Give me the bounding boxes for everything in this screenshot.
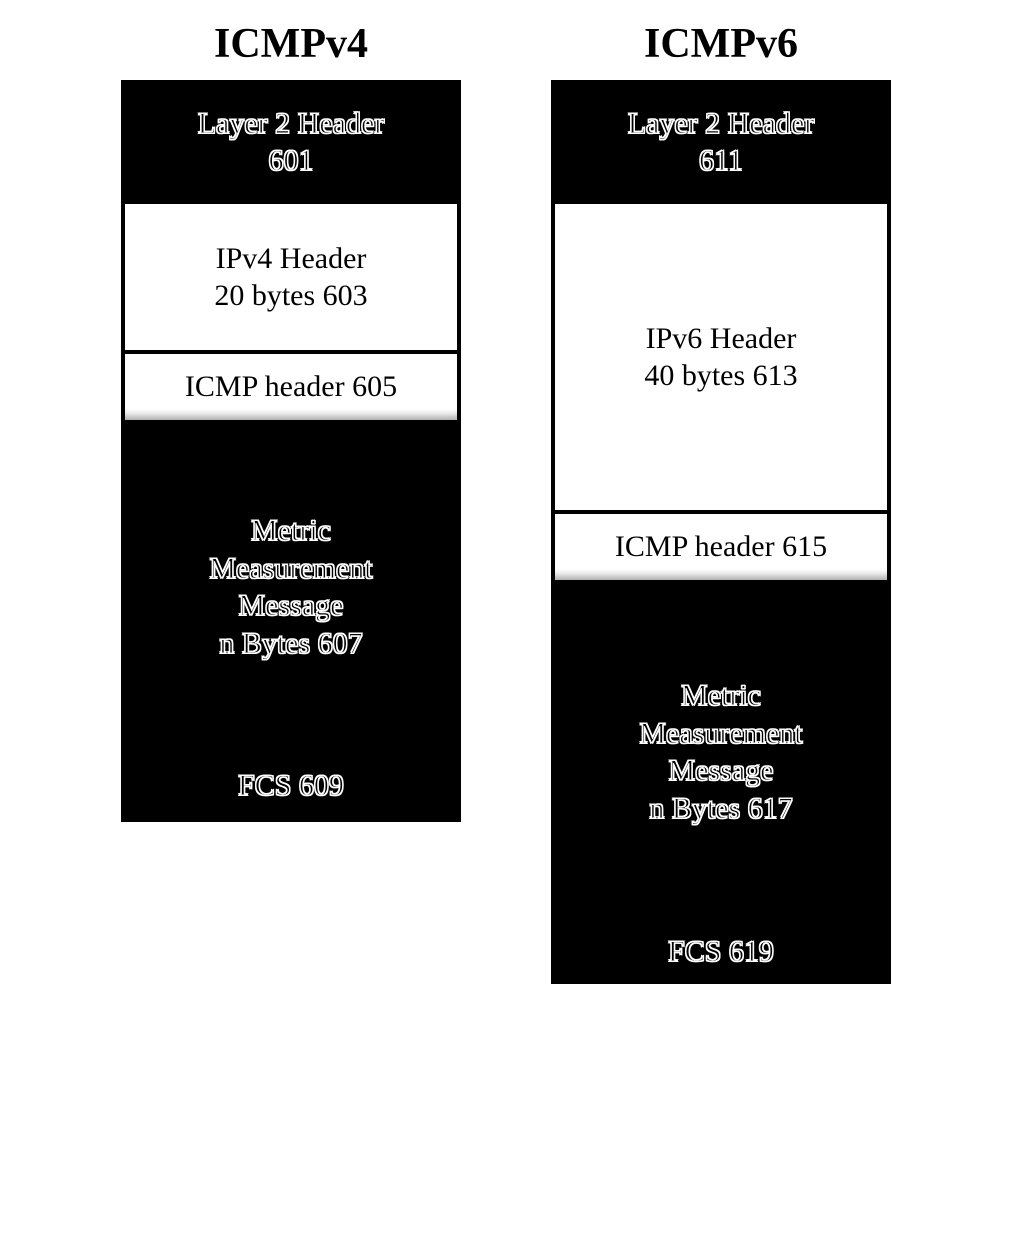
metric-msg-v4-line4: n Bytes 607: [219, 625, 362, 663]
metric-msg-v4-line1: Metric: [251, 512, 331, 550]
icmp-header-v4-line1: ICMP header 605: [185, 368, 397, 406]
metric-msg-v6-line3: Message: [669, 752, 774, 790]
ipv4-header-line1: IPv4 Header: [216, 240, 367, 278]
ipv6-header-box: IPv6 Header 40 bytes 613: [555, 204, 887, 514]
ipv6-header-line1: IPv6 Header: [646, 320, 797, 358]
fcs-v4-box: FCS 609: [125, 754, 457, 818]
icmpv6-title: ICMPv6: [644, 20, 798, 68]
metric-msg-v4-line2: Measurement: [209, 550, 372, 588]
ipv4-header-line2: 20 bytes 603: [214, 277, 367, 315]
icmp-header-v6-line1: ICMP header 615: [615, 528, 827, 566]
l2-header-v6-line2: 611: [699, 142, 743, 180]
diagram-container: ICMPv4 Layer 2 Header 601 IPv4 Header 20…: [0, 0, 1012, 984]
l2-header-v4-box: Layer 2 Header 601: [125, 84, 457, 204]
icmpv4-stack: Layer 2 Header 601 IPv4 Header 20 bytes …: [121, 80, 461, 822]
icmpv6-stack: Layer 2 Header 611 IPv6 Header 40 bytes …: [551, 80, 891, 984]
metric-msg-v6-line2: Measurement: [639, 715, 802, 753]
metric-msg-v6-box: Metric Measurement Message n Bytes 617: [555, 584, 887, 924]
metric-msg-v6-line1: Metric: [681, 677, 761, 715]
metric-msg-v4-box: Metric Measurement Message n Bytes 607: [125, 424, 457, 754]
metric-msg-v4-line3: Message: [239, 587, 344, 625]
metric-msg-v6-line4: n Bytes 617: [649, 790, 792, 828]
icmp-header-v4-box: ICMP header 605: [125, 354, 457, 424]
l2-header-v6-line1: Layer 2 Header: [628, 105, 815, 143]
icmpv6-column: ICMPv6 Layer 2 Header 611 IPv6 Header 40…: [551, 20, 891, 984]
fcs-v6-line1: FCS 619: [668, 933, 774, 971]
l2-header-v4-line2: 601: [269, 142, 314, 180]
icmpv4-title: ICMPv4: [214, 20, 368, 68]
icmpv4-column: ICMPv4 Layer 2 Header 601 IPv4 Header 20…: [121, 20, 461, 984]
icmp-header-v6-box: ICMP header 615: [555, 514, 887, 584]
l2-header-v6-box: Layer 2 Header 611: [555, 84, 887, 204]
fcs-v4-line1: FCS 609: [238, 767, 344, 805]
ipv4-header-box: IPv4 Header 20 bytes 603: [125, 204, 457, 354]
l2-header-v4-line1: Layer 2 Header: [198, 105, 385, 143]
ipv6-header-line2: 40 bytes 613: [644, 357, 797, 395]
fcs-v6-box: FCS 619: [555, 924, 887, 980]
